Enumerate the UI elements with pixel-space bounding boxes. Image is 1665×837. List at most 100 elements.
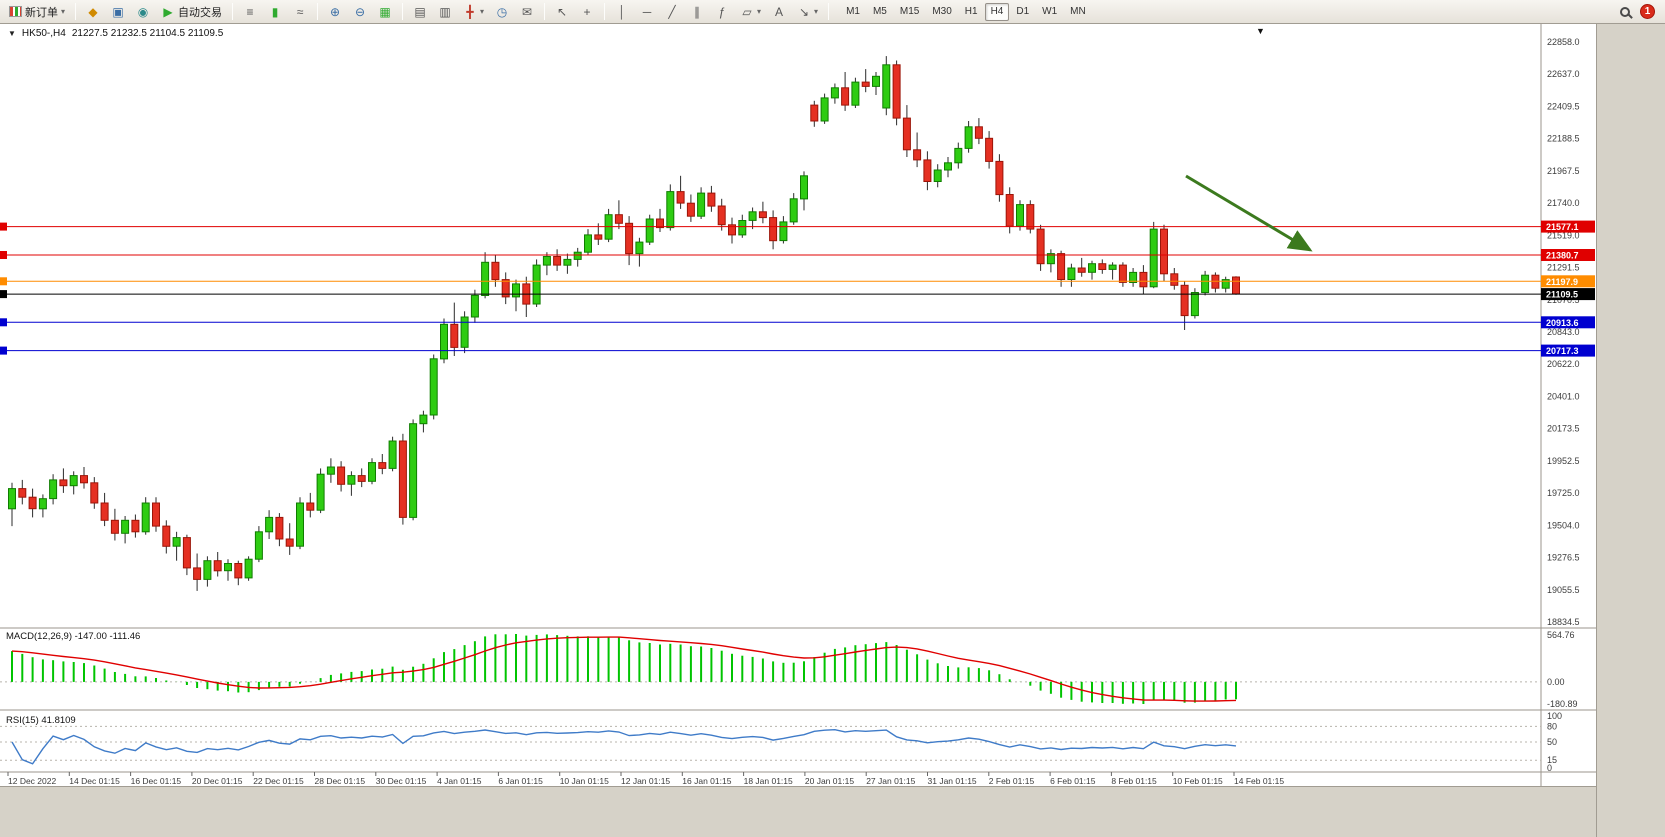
chart-symbol-period: HK50-,H4 — [21, 28, 66, 39]
toolbar-separator — [232, 3, 234, 20]
svg-text:10 Feb 01:15: 10 Feb 01:15 — [1173, 776, 1223, 786]
chart-window: 22858.0 22637.0 22409.5 22188.5 21967.5 21740… — [0, 24, 1596, 786]
svg-text:18 Jan 01:15: 18 Jan 01:15 — [744, 776, 793, 786]
timeframe-group: M1 M5 M15 M30 H1 H4 D1 W1 MN — [840, 2, 1092, 21]
svg-text:20717.3: 20717.3 — [1546, 346, 1579, 356]
horizontal-lines[interactable]: 21577.1 21380.7 21197.9 21109.5 20913.6 20717… — [0, 220, 1595, 357]
svg-text:2 Feb 01:15: 2 Feb 01:15 — [989, 776, 1035, 786]
notification-badge[interactable]: 1 — [1640, 4, 1655, 19]
svg-text:31 Jan 01:15: 31 Jan 01:15 — [928, 776, 977, 786]
svg-text:22 Dec 01:15: 22 Dec 01:15 — [253, 776, 304, 786]
timeframe-h4[interactable]: H4 — [984, 2, 1010, 21]
line-chart-icon: ≈ — [296, 4, 304, 19]
timeframe-h1[interactable]: H1 — [964, 6, 978, 17]
chevron-down-icon: ▾ — [480, 7, 485, 16]
timeframe-m1[interactable]: M1 — [846, 6, 860, 17]
svg-text:0.00: 0.00 — [1547, 677, 1565, 687]
svg-text:27 Jan 01:15: 27 Jan 01:15 — [866, 776, 915, 786]
cursor-tool-button[interactable]: ↖ — [550, 2, 574, 22]
rsi-indicator-label: RSI(15) 41.8109 — [6, 715, 76, 726]
svg-text:28 Dec 01:15: 28 Dec 01:15 — [315, 776, 366, 786]
candle-chart-button[interactable]: ▮ — [263, 2, 287, 22]
rsi-line — [11, 728, 1237, 765]
bar-chart-button[interactable]: ≡ — [238, 2, 262, 22]
zoom-in-button[interactable]: ⊕ — [323, 2, 347, 22]
toolbar-separator — [544, 3, 546, 20]
svg-text:12 Dec 2022: 12 Dec 2022 — [8, 776, 56, 786]
data-window-button[interactable]: ▣ — [106, 2, 130, 22]
search-icon[interactable] — [1620, 6, 1630, 17]
navigator-button[interactable]: ◉ — [131, 2, 155, 22]
bar-marker-icon: ▼ — [1256, 26, 1265, 36]
price-chart[interactable]: 22858.0 22637.0 22409.5 22188.5 21967.5 21740… — [0, 24, 1596, 786]
arrows-tool-button[interactable]: ↘ ▾ — [792, 2, 823, 22]
macd-indicator-label: MACD(12,26,9) -147.00 -111.46 — [6, 631, 141, 642]
svg-text:6 Feb 01:15: 6 Feb 01:15 — [1050, 776, 1096, 786]
line-chart-button[interactable]: ≈ — [288, 2, 312, 22]
candle-chart-icon: ▮ — [271, 4, 279, 19]
shapes-icon: ▱ — [742, 4, 752, 19]
svg-text:20913.6: 20913.6 — [1546, 318, 1579, 328]
window-layout-b-icon: ▥ — [439, 4, 451, 19]
autotrading-button[interactable]: ▶ 自动交易 — [156, 2, 227, 22]
horizontal-line-tool-button[interactable]: ─ — [635, 2, 659, 22]
svg-text:19952.5: 19952.5 — [1547, 456, 1580, 466]
text-tool-button[interactable]: A — [767, 2, 791, 22]
zoom-out-button[interactable]: ⊖ — [348, 2, 372, 22]
trendline-icon: ╱ — [668, 4, 676, 19]
bar-chart-icon: ≡ — [246, 4, 254, 19]
svg-text:16 Dec 01:15: 16 Dec 01:15 — [131, 776, 182, 786]
clock-icon: ◷ — [496, 4, 508, 19]
vertical-line-tool-button[interactable]: │ — [610, 2, 634, 22]
crosshair-tool-button[interactable]: + — [575, 2, 599, 22]
new-order-button[interactable]: 新订单 ▾ — [4, 2, 70, 22]
trend-arrow[interactable] — [1185, 174, 1313, 252]
svg-text:6 Jan 01:15: 6 Jan 01:15 — [498, 776, 543, 786]
market-watch-button[interactable]: ◆ — [81, 2, 105, 22]
navigator-icon: ◉ — [137, 4, 149, 19]
svg-text:16 Jan 01:15: 16 Jan 01:15 — [682, 776, 731, 786]
timeframe-m15[interactable]: M15 — [899, 6, 920, 17]
svg-text:15: 15 — [1547, 755, 1557, 765]
shapes-tool-button[interactable]: ▱ ▾ — [735, 2, 766, 22]
tile-windows-button[interactable]: ▦ — [373, 2, 397, 22]
svg-text:564.76: 564.76 — [1547, 630, 1575, 640]
news-button[interactable]: ✉ — [515, 2, 539, 22]
svg-text:4 Jan 01:15: 4 Jan 01:15 — [437, 776, 482, 786]
toolbar-separator — [75, 3, 77, 20]
window-layout-a-button[interactable]: ▤ — [408, 2, 432, 22]
timeframe-w1[interactable]: W1 — [1042, 6, 1058, 17]
new-chart-button[interactable]: ╋ ▾ — [458, 2, 489, 22]
timeframe-mn[interactable]: MN — [1070, 6, 1086, 17]
new-chart-icon: ╋ — [466, 4, 474, 19]
autotrading-play-icon: ▶ — [163, 4, 173, 19]
fibonacci-tool-button[interactable]: ƒ — [710, 2, 734, 22]
svg-text:19504.0: 19504.0 — [1547, 520, 1580, 530]
svg-text:8 Feb 01:15: 8 Feb 01:15 — [1111, 776, 1157, 786]
chevron-down-icon: ▾ — [61, 7, 66, 16]
arrows-tool-icon: ↘ — [799, 4, 810, 19]
svg-text:14 Dec 01:15: 14 Dec 01:15 — [69, 776, 120, 786]
svg-text:21197.9: 21197.9 — [1546, 277, 1578, 287]
candles — [8, 56, 1240, 591]
timeframe-m5[interactable]: M5 — [872, 6, 887, 17]
symbol-dropdown-icon[interactable]: ▼ — [8, 29, 16, 38]
svg-text:20843.0: 20843.0 — [1547, 327, 1580, 337]
channel-tool-button[interactable]: ∥ — [685, 2, 709, 22]
channel-icon: ∥ — [694, 4, 701, 19]
svg-text:21577.1: 21577.1 — [1546, 222, 1579, 232]
timeframe-d1[interactable]: D1 — [1016, 6, 1030, 17]
crosshair-icon: + — [583, 4, 591, 19]
new-order-icon — [9, 6, 22, 17]
svg-text:0: 0 — [1547, 763, 1552, 773]
svg-text:80: 80 — [1547, 721, 1557, 731]
chevron-down-icon: ▾ — [814, 7, 819, 16]
svg-text:19725.0: 19725.0 — [1547, 488, 1580, 498]
clock-button[interactable]: ◷ — [490, 2, 514, 22]
trendline-tool-button[interactable]: ╱ — [660, 2, 684, 22]
svg-text:22409.5: 22409.5 — [1547, 101, 1580, 111]
svg-text:21967.5: 21967.5 — [1547, 166, 1580, 176]
svg-text:30 Dec 01:15: 30 Dec 01:15 — [376, 776, 427, 786]
timeframe-m30[interactable]: M30 — [932, 6, 952, 17]
window-layout-b-button[interactable]: ▥ — [433, 2, 457, 22]
